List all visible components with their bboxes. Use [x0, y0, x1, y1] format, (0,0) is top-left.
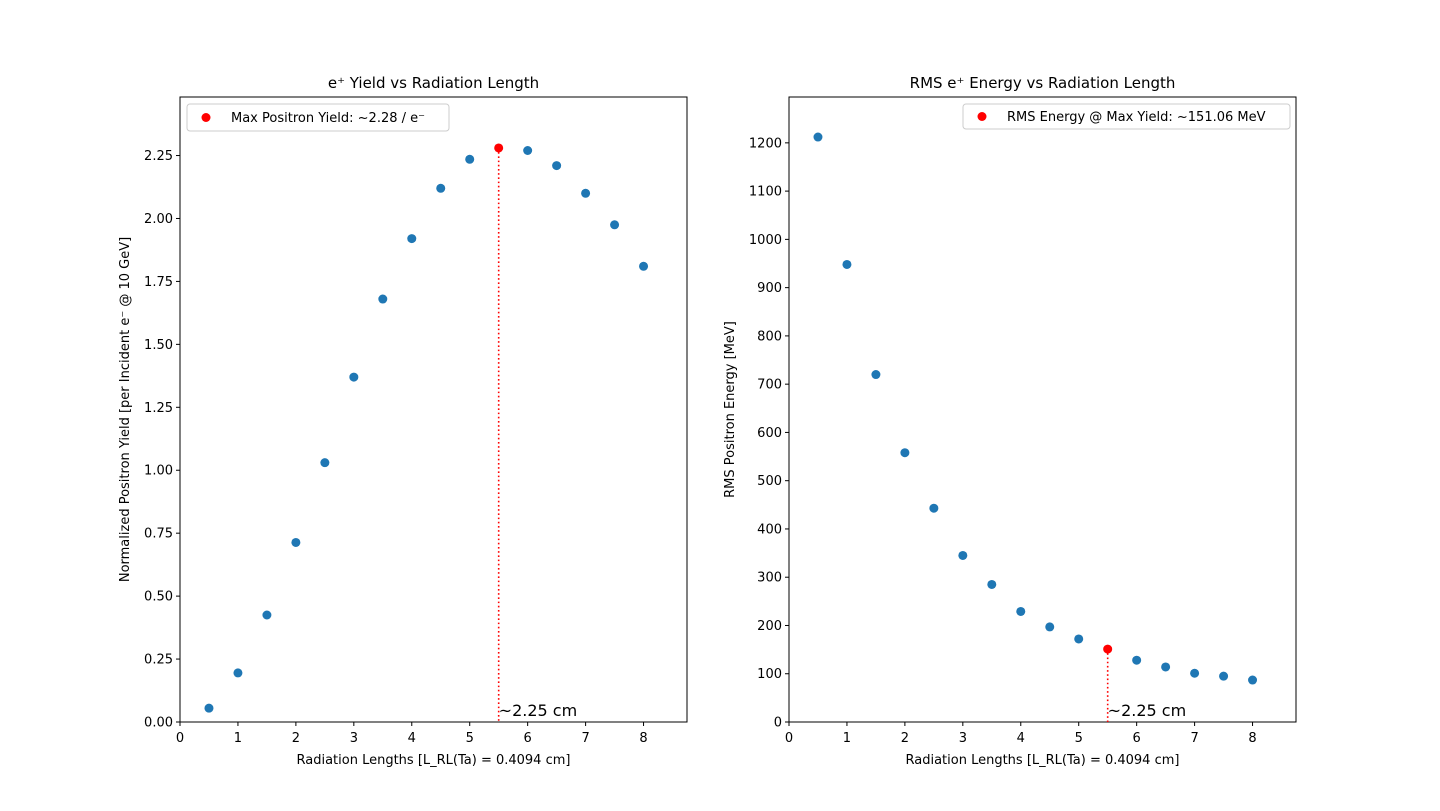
y-tick-label: 2.00	[144, 212, 173, 227]
x-axis-label: Radiation Lengths [L_RL(Ta) = 0.4094 cm]	[906, 753, 1180, 768]
x-tick-label: 4	[408, 731, 416, 746]
y-tick-label: 800	[757, 329, 782, 344]
data-point	[320, 458, 330, 468]
chart-panel-2: RMS e⁺ Energy vs Radiation Length 0 1 2 3 4 5 6…	[723, 74, 1297, 768]
x-tick-label: 8	[639, 731, 647, 746]
data-point	[900, 448, 910, 458]
data-point	[465, 154, 475, 164]
plot-frame	[788, 96, 1297, 723]
data-point	[523, 145, 533, 155]
y-axis-label: Normalized Positron Yield [per Incident …	[118, 237, 133, 582]
y-tick-label: 0.50	[144, 590, 173, 605]
x-axis-label: Radiation Lengths [L_RL(Ta) = 0.4094 cm]	[297, 753, 571, 768]
x-tick-label: 5	[1075, 731, 1083, 746]
legend-box	[962, 103, 1291, 130]
x-tick-label: 5	[466, 731, 474, 746]
y-tick-label: 0	[774, 716, 782, 731]
y-tick-label: 1100	[749, 185, 782, 200]
y-tick-label: 1.00	[144, 464, 173, 479]
x-tick-label: 2	[292, 731, 300, 746]
y-tick-label: 300	[757, 571, 782, 586]
data-point	[842, 259, 852, 269]
x-tick-label: 7	[581, 731, 589, 746]
y-tick-label: 0.75	[144, 527, 173, 542]
y-tick-label: 400	[757, 522, 782, 537]
y-tick-label: 1000	[749, 233, 782, 248]
plot-frame	[179, 96, 688, 723]
y-tick-label: 0.00	[144, 716, 173, 731]
y-tick-label: 1200	[749, 136, 782, 151]
y-tick-label: 200	[757, 619, 782, 634]
x-tick-label: 2	[901, 731, 909, 746]
data-point	[1190, 668, 1200, 678]
x-tick-label: 8	[1248, 731, 1256, 746]
y-tick-label: 700	[757, 378, 782, 393]
x-tick-label: 6	[524, 731, 532, 746]
max-yield-point	[494, 143, 504, 153]
data-point	[639, 261, 649, 271]
data-point	[581, 188, 591, 198]
x-tick-label: 6	[1133, 731, 1141, 746]
data-point	[610, 220, 620, 230]
data-point	[958, 550, 968, 560]
y-axis-label: RMS Positron Energy [MeV]	[723, 321, 738, 498]
y-tick-label: 1.75	[144, 275, 173, 290]
y-tick-label: 600	[757, 426, 782, 441]
x-tick-label: 3	[350, 731, 358, 746]
depth-annotation: ~2.25 cm	[1108, 701, 1187, 720]
chart-title: RMS e⁺ Energy vs Radiation Length	[910, 74, 1176, 92]
legend-marker	[977, 112, 987, 121]
chart-title: e⁺ Yield vs Radiation Length	[328, 74, 539, 92]
data-point	[929, 503, 939, 513]
data-point	[987, 579, 997, 589]
x-tick-label: 0	[785, 731, 793, 746]
data-point	[291, 537, 301, 547]
x-tick-label: 0	[176, 731, 184, 746]
y-tick-label: 500	[757, 474, 782, 489]
data-point	[1161, 662, 1171, 672]
data-point	[1074, 634, 1084, 644]
legend-box	[186, 103, 450, 132]
data-point	[378, 294, 388, 304]
data-point	[1219, 671, 1229, 681]
data-point	[1016, 606, 1026, 616]
data-point	[407, 234, 417, 244]
y-tick-label: 100	[757, 667, 782, 682]
data-point	[1132, 655, 1142, 665]
legend-label: Max Positron Yield: ~2.28 / e⁻	[231, 111, 425, 126]
y-tick-label: 900	[757, 281, 782, 296]
y-tick-label: 1.50	[144, 338, 173, 353]
data-point	[552, 161, 562, 171]
y-tick-label: 0.25	[144, 653, 173, 668]
legend-label: RMS Energy @ Max Yield: ~151.06 MeV	[1007, 110, 1266, 125]
data-point	[204, 703, 214, 713]
x-tick-label: 7	[1190, 731, 1198, 746]
data-point	[436, 183, 446, 193]
y-tick-label: 1.25	[144, 401, 173, 416]
data-point	[1248, 675, 1258, 685]
data-point	[813, 132, 823, 142]
legend-marker	[201, 113, 211, 122]
y-tick-label: 2.25	[144, 149, 173, 164]
data-point	[233, 668, 243, 678]
x-tick-label: 4	[1017, 731, 1025, 746]
x-tick-label: 1	[234, 731, 242, 746]
data-point	[349, 372, 359, 382]
chart-panel-1: e⁺ Yield vs Radiation Length 0 1 2 3 4 5 6 7 8 0.0…	[118, 74, 688, 768]
max-yield-point	[1103, 644, 1113, 654]
depth-annotation: ~2.25 cm	[499, 701, 577, 720]
data-point	[1045, 622, 1055, 632]
data-point	[262, 610, 272, 620]
x-tick-label: 3	[959, 731, 967, 746]
data-point	[871, 370, 881, 380]
x-tick-label: 1	[843, 731, 851, 746]
